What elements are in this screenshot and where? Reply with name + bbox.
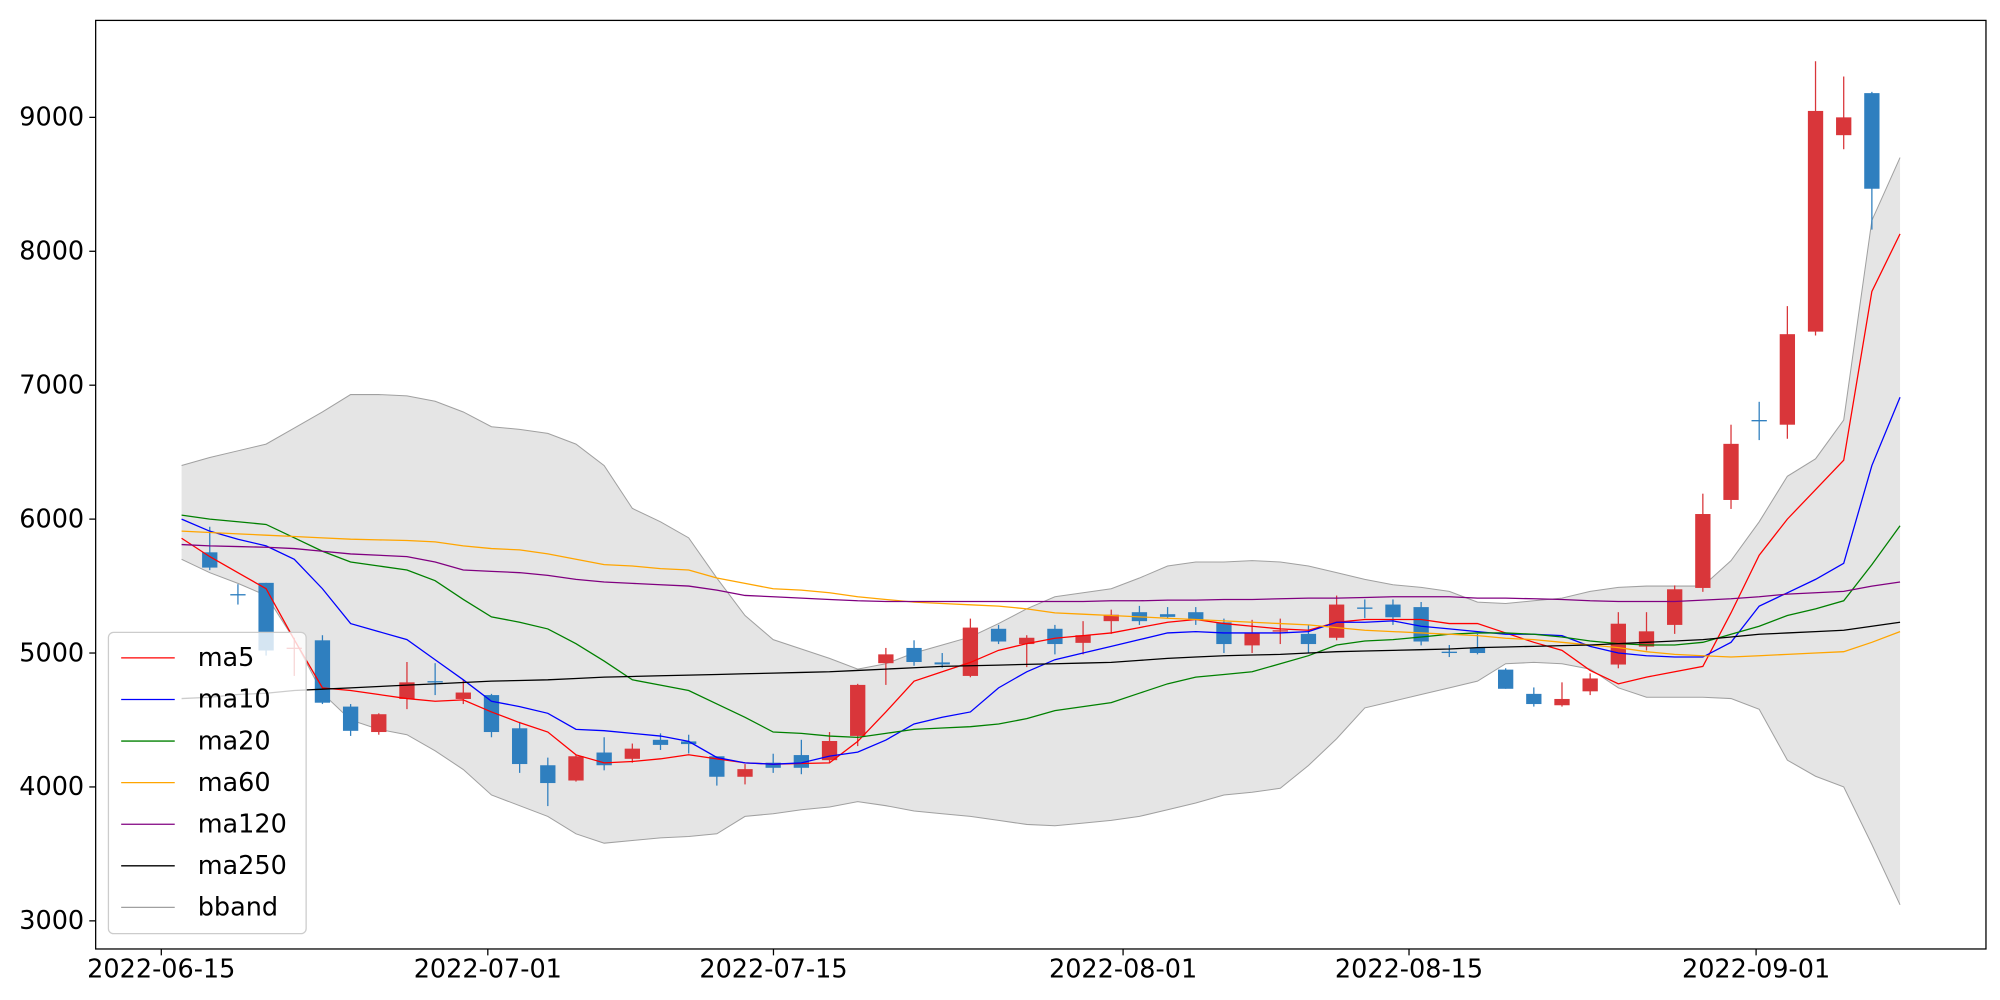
- candle-body: [1526, 693, 1542, 705]
- candle-body: [371, 714, 387, 733]
- candle-body: [1272, 630, 1288, 632]
- candle-body: [624, 748, 640, 759]
- candle-body: [962, 627, 979, 676]
- candle-body: [1667, 589, 1683, 625]
- y-tick-label: 5000: [19, 638, 84, 668]
- y-tick-label: 7000: [19, 370, 84, 400]
- candle-body: [793, 755, 810, 768]
- band-lower: [181, 558, 1901, 906]
- legend-label: bband: [198, 893, 278, 923]
- candle-body: [1159, 614, 1176, 617]
- y-tick-label: 3000: [19, 906, 84, 936]
- x-tick-label: 2022-07-15: [699, 955, 847, 985]
- candle-body: [1582, 678, 1598, 692]
- candle-body: [1441, 651, 1457, 654]
- candle-body: [652, 739, 669, 745]
- candle-body: [765, 762, 781, 768]
- candle-body: [1723, 443, 1739, 500]
- candle-body: [1188, 612, 1204, 620]
- legend-label: ma5: [198, 643, 255, 673]
- candle-body: [568, 756, 584, 781]
- candle-body: [399, 682, 415, 699]
- candle-body: [1779, 334, 1796, 425]
- candle-body: [1103, 614, 1119, 622]
- candle-body: [850, 684, 866, 736]
- candle-body: [1328, 604, 1345, 638]
- x-tick-label: 2022-09-01: [1682, 955, 1830, 985]
- candle-body: [1836, 117, 1852, 136]
- y-tick-label: 9000: [19, 103, 84, 133]
- candle-body: [934, 662, 950, 665]
- candle-body: [1244, 632, 1260, 646]
- y-tick-label: 4000: [19, 772, 84, 802]
- x-tick-label: 2022-07-01: [414, 955, 562, 985]
- candle-body: [1497, 669, 1514, 689]
- band-upper: [181, 157, 1901, 670]
- candle-body: [990, 628, 1007, 642]
- candle-body: [709, 756, 725, 777]
- x-tick-label: 2022-06-15: [87, 955, 235, 985]
- candle-body: [427, 681, 443, 683]
- candle-body: [1385, 604, 1401, 618]
- legend: ma5 ma10 ma20 ma60 ma120 ma250 bband: [107, 631, 307, 935]
- ma-line: [181, 530, 1901, 658]
- candle-body: [1469, 647, 1486, 654]
- plot-area: [181, 61, 1901, 906]
- candle-body: [342, 706, 359, 731]
- candle-body: [540, 765, 556, 784]
- axes-frame: [95, 19, 1987, 950]
- candle-body: [737, 769, 753, 777]
- y-tick-label: 8000: [19, 237, 84, 267]
- candle-body: [202, 552, 218, 568]
- legend-label: ma20: [198, 726, 271, 756]
- candle-body: [1864, 93, 1880, 189]
- candle-body: [1695, 514, 1711, 588]
- candle-body: [511, 728, 528, 765]
- candle-body: [1075, 635, 1091, 643]
- band-fill: [181, 157, 1901, 905]
- candle-body: [1554, 698, 1570, 706]
- legend-label: ma60: [198, 768, 271, 798]
- legend-label: ma10: [198, 685, 271, 715]
- candle-body: [878, 654, 894, 664]
- ma-line: [181, 621, 1901, 700]
- candle-body: [230, 594, 246, 596]
- candle-body: [314, 640, 331, 703]
- candle-body: [1047, 628, 1063, 645]
- candle-body: [1751, 420, 1767, 422]
- x-tick-label: 2022-08-15: [1335, 955, 1483, 985]
- candle-body: [1357, 607, 1373, 609]
- legend-label: ma250: [198, 851, 287, 881]
- candle-body: [906, 647, 922, 662]
- candle-body: [483, 695, 500, 733]
- legend-box: [107, 631, 307, 935]
- ma-line: [181, 397, 1901, 765]
- ma-line: [181, 514, 1901, 739]
- candle-body: [1300, 633, 1317, 645]
- candle-body: [1807, 110, 1824, 332]
- candle-body: [681, 741, 697, 745]
- y-tick-label: 6000: [19, 504, 84, 534]
- ma-line: [181, 543, 1901, 603]
- candle-body: [1019, 637, 1035, 645]
- x-tick-label: 2022-08-01: [1049, 955, 1197, 985]
- candle-body: [455, 692, 471, 699]
- ma-line: [181, 233, 1901, 765]
- legend-label: ma120: [198, 810, 287, 840]
